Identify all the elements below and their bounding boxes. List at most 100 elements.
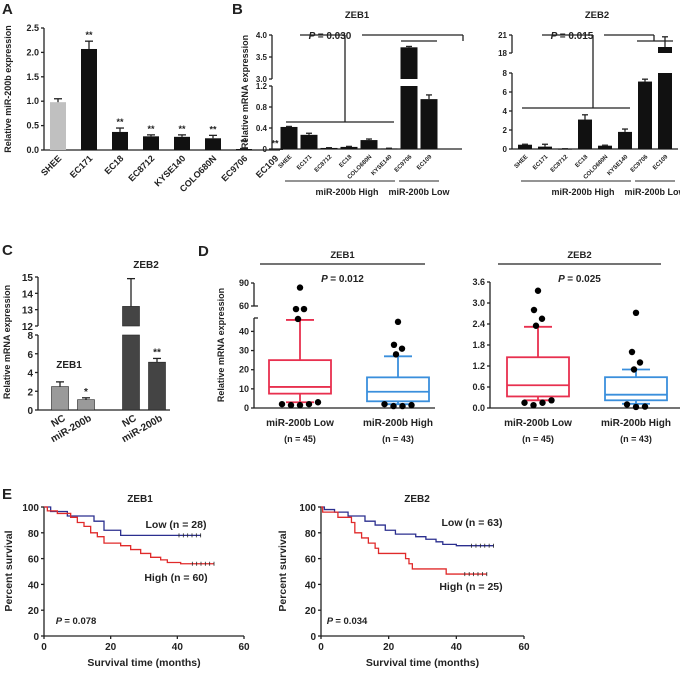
significance-marker: ** [147, 124, 155, 134]
bar-shee [280, 126, 298, 149]
bar-colo680n [598, 145, 612, 149]
x-tick-label: EC109 [416, 154, 434, 172]
panel-label-d: D [198, 243, 209, 260]
y-tick-label: 2.5 [26, 23, 39, 33]
x-tick-label: EC18 [575, 154, 590, 169]
panel-label-b: B [232, 1, 243, 18]
y-tick-label: 0 [503, 145, 508, 154]
y-tick-label: 0 [33, 632, 39, 643]
panel-label-a: A [2, 1, 13, 18]
bar-ec8712 [320, 147, 338, 149]
p-value-label: P = 0.034 [327, 616, 368, 627]
x-tick-label: SHEE [514, 154, 530, 170]
box [506, 356, 570, 398]
y-tick-label: 2 [27, 387, 33, 398]
y-tick-label: 40 [305, 580, 317, 591]
outlier-point [636, 359, 644, 366]
y-tick-label: 0.6 [472, 382, 485, 392]
group-label-high: miR-200b High [551, 187, 614, 197]
x-tick-label: 60 [238, 642, 250, 653]
box [366, 376, 430, 403]
panel-d-zeb1-boxplot: 0 10 20 30 40 60 90 Relative mRNA expression ZEB… [216, 250, 435, 444]
panel-b-zeb1-chart: 0 0.4 0.8 1.23.0 3.5 4.0 Relative mRNA express… [240, 10, 464, 197]
significance-marker: ** [85, 30, 93, 40]
panel-label-e: E [2, 486, 12, 503]
bar-ec109 [420, 99, 438, 149]
bar-ec8712 [143, 136, 159, 150]
y-tick-label: 60 [305, 555, 317, 566]
x-tick-label: EC9706 [630, 154, 650, 174]
legend-label-low: Low (n = 63) [442, 517, 503, 529]
outlier-point [532, 322, 540, 329]
y-axis-label: Percent survival [3, 530, 15, 611]
x-tick-label: KYSE140 [607, 154, 630, 177]
outlier-point [628, 348, 636, 356]
y-tick-label: 2.4 [472, 319, 485, 329]
y-tick-label: 3.0 [256, 75, 268, 84]
y-tick-label: 1.8 [472, 340, 485, 350]
y-tick-label: 13 [22, 306, 34, 317]
x-tick-label: EC8712 [550, 154, 570, 174]
chart-title: ZEB1 [345, 10, 370, 21]
bar-ec9706 [638, 81, 652, 149]
y-tick-label: 0 [263, 145, 268, 154]
outlier-point [392, 351, 400, 358]
outlier-point [539, 399, 546, 406]
legend-label-high: High (n = 60) [144, 572, 207, 584]
chart-title: ZEB2 [567, 250, 591, 261]
y-tick-label: 90 [239, 278, 249, 288]
y-tick-label: 40 [28, 580, 40, 591]
group-label-low: miR-200b Low [388, 187, 450, 197]
significance-marker: ** [209, 124, 217, 134]
x-tick-label: EC9706 [394, 154, 414, 174]
bar-colo680n [205, 138, 221, 150]
sample-size-label: (n = 43) [620, 434, 652, 444]
survival-curve-high [321, 506, 487, 575]
outlier-point [287, 401, 295, 409]
bar-zeb1-nc [51, 386, 69, 411]
y-axis-label: Relative mRNA expression [2, 285, 12, 399]
outlier-point [300, 305, 308, 313]
y-tick-label: 60 [239, 301, 249, 311]
chart-title: ZEB1 [127, 494, 153, 505]
y-tick-label: 30 [239, 346, 249, 356]
outlier-point [314, 399, 322, 406]
x-tick-label: miR-200b Low [504, 418, 572, 429]
y-tick-label: 2.0 [26, 47, 39, 57]
outlier-point [296, 401, 304, 409]
panel-label-c: C [2, 242, 13, 259]
y-tick-label: 3.0 [472, 298, 485, 308]
sample-size-label: (n = 45) [522, 434, 554, 444]
y-tick-label: 8 [27, 331, 33, 342]
y-tick-label: 60 [28, 555, 40, 566]
significance-marker: * [84, 387, 88, 398]
bar-zeb1-mir-200b [77, 399, 95, 411]
y-tick-label: 100 [22, 503, 39, 514]
y-tick-label: 12 [22, 322, 34, 333]
box [604, 376, 668, 402]
sample-size-label: (n = 45) [284, 434, 316, 444]
y-tick-label: 0 [244, 403, 249, 413]
bar-zeb2-nc-lower [122, 334, 140, 411]
sample-size-label: (n = 43) [382, 434, 414, 444]
x-tick-label: 0 [318, 642, 324, 653]
chart-title: ZEB1 [330, 250, 355, 261]
outlier-point [394, 318, 402, 326]
bar-ec171 [300, 134, 318, 149]
group-label-low: miR-200b Low [624, 187, 680, 197]
bar-zeb2-nc-upper [122, 306, 140, 327]
bar-ec171 [81, 48, 97, 150]
chart-title: ZEB2 [585, 10, 609, 21]
x-tick-label: 40 [172, 642, 184, 653]
significance-marker: ** [116, 117, 124, 127]
y-tick-label: 0.5 [26, 121, 39, 131]
y-tick-label: 21 [498, 31, 507, 40]
bar-shee [518, 144, 532, 149]
outlier-point [530, 306, 538, 314]
x-tick-label: EC18 [339, 154, 354, 169]
x-tick-label: EC171 [296, 154, 314, 172]
x-tick-label: EC8712 [314, 154, 334, 174]
